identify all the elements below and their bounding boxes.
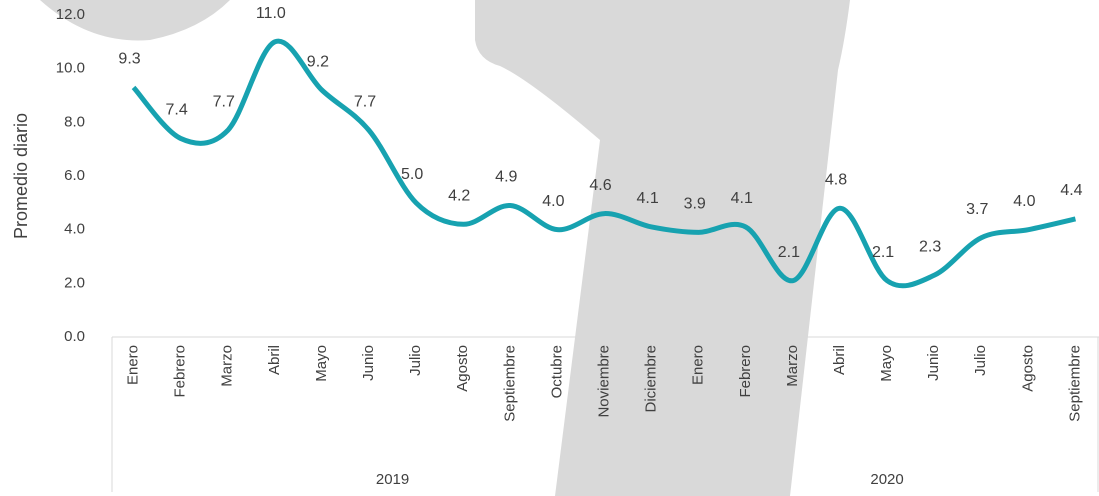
data-label: 4.0 [1013, 193, 1035, 210]
watermark [40, 0, 850, 496]
y-tick-label: 2.0 [64, 274, 85, 291]
group-label: 2020 [870, 471, 903, 488]
data-label: 7.7 [354, 94, 376, 111]
x-tick-label: Abril [831, 345, 848, 375]
x-tick-label: Junio [360, 345, 377, 381]
data-label: 4.9 [495, 169, 517, 186]
data-label: 9.2 [307, 53, 329, 70]
data-label: 2.1 [778, 244, 800, 261]
x-tick-label: Febrero [737, 345, 754, 398]
data-label: 4.1 [636, 190, 658, 207]
data-label: 11.0 [256, 5, 286, 22]
y-tick-label: 8.0 [64, 113, 85, 130]
x-tick-label: Septiembre [1066, 345, 1083, 422]
data-label: 5.0 [401, 166, 423, 183]
watermark-shape [40, 0, 230, 41]
x-tick-label: Junio [925, 345, 942, 381]
x-tick-label: Noviembre [595, 345, 612, 418]
x-tick-label: Agosto [454, 345, 471, 392]
group-label: 2019 [376, 471, 409, 488]
data-label: 3.7 [966, 201, 988, 218]
x-tick-label: Julio [407, 345, 424, 376]
x-tick-label: Enero [690, 345, 707, 385]
x-tick-label: Enero [125, 345, 142, 385]
x-tick-label: Octubre [548, 345, 565, 398]
y-tick-label: 4.0 [64, 221, 85, 238]
x-tick-label: Marzo [784, 345, 801, 387]
data-label: 3.9 [684, 196, 706, 213]
data-label: 9.3 [118, 51, 140, 68]
data-label: 4.1 [731, 190, 753, 207]
data-label: 2.1 [872, 244, 894, 261]
x-tick-label: Abril [266, 345, 283, 375]
data-label: 4.8 [825, 171, 847, 188]
x-tick-label: Agosto [1019, 345, 1036, 392]
data-label: 4.0 [542, 193, 564, 210]
y-axis-title: Promedio diario [11, 113, 31, 239]
x-tick-label: Septiembre [501, 345, 518, 422]
y-tick-label: 0.0 [64, 328, 85, 345]
x-tick-label: Febrero [172, 345, 189, 398]
data-label: 4.4 [1060, 182, 1082, 199]
data-label: 2.3 [919, 239, 941, 256]
watermark-shape [475, 0, 850, 496]
y-tick-label: 6.0 [64, 167, 85, 184]
data-line [131, 38, 1077, 289]
x-tick-label: Mayo [878, 345, 895, 382]
data-label: 4.2 [448, 188, 470, 205]
x-tick-label: Julio [972, 345, 989, 376]
y-tick-label: 12.0 [56, 6, 85, 23]
x-tick-label: Mayo [313, 345, 330, 382]
x-tick-label: Diciembre [643, 345, 660, 413]
x-tick-label: Marzo [219, 345, 236, 387]
data-label: 7.4 [166, 102, 188, 119]
data-label: 4.6 [589, 177, 611, 194]
y-tick-label: 10.0 [56, 60, 85, 77]
data-label: 7.7 [213, 94, 235, 111]
